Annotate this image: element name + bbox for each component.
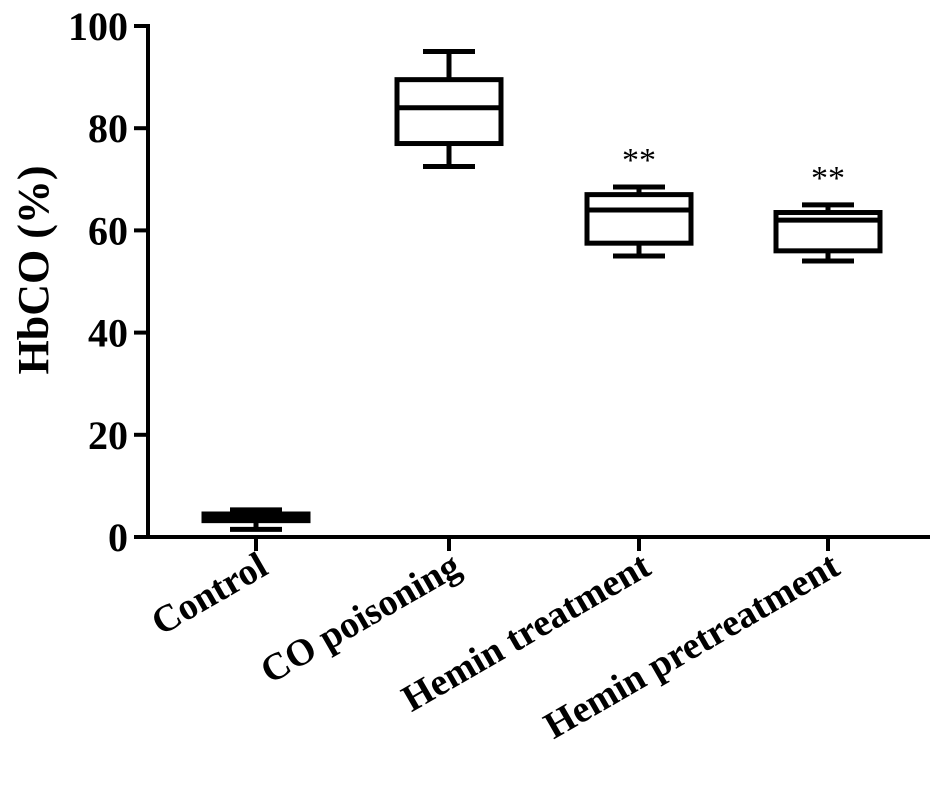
y-tick-label: 40 [88, 311, 128, 356]
y-tick-label: 20 [88, 413, 128, 458]
box-iqr [584, 192, 694, 246]
significance-marker: ** [811, 160, 845, 197]
y-tick-label: 60 [88, 208, 128, 253]
box-group: ** [584, 142, 694, 259]
box-iqr [394, 77, 504, 147]
y-tick-label: 80 [88, 106, 128, 151]
box-group: ** [773, 160, 883, 264]
boxes: ** ** [201, 49, 883, 532]
y-tick-label: 100 [68, 4, 128, 49]
box-group [201, 507, 311, 532]
y-tick-label: 0 [108, 515, 128, 560]
box-group [394, 49, 504, 170]
x-tick-label: Control [144, 544, 274, 643]
significance-marker: ** [622, 142, 656, 179]
y-axis-label: HbCO (%) [9, 166, 58, 375]
